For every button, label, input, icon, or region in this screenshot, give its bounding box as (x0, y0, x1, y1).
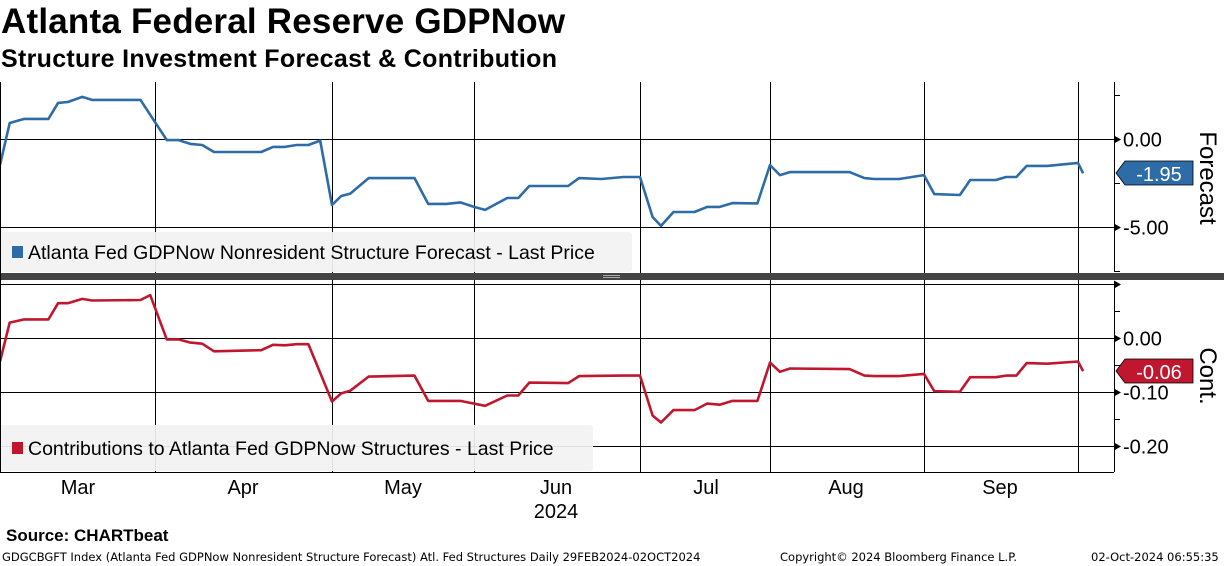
legend-box (0, 232, 632, 272)
legend-box (0, 425, 593, 471)
y-tick-mark (1114, 223, 1121, 232)
last-value-label: -0.06 (1136, 362, 1182, 384)
y-tick-label: -5.00 (1123, 218, 1169, 240)
y-tick-mark (1114, 388, 1121, 397)
y-tick-mark (1114, 135, 1121, 144)
footer-copyright: Copyright© 2024 Bloomberg Finance L.P. (780, 550, 1017, 564)
y-tick-mark (1114, 280, 1121, 289)
x-tick-label: May (384, 477, 422, 499)
x-year-label: 2024 (534, 501, 579, 523)
forecast-line (0, 95, 1085, 228)
contribution-line (0, 293, 1085, 424)
y-axis-title: Forecast (1194, 131, 1221, 225)
legend-label: Atlanta Fed GDPNow Nonresident Structure… (28, 242, 595, 264)
y-axis-title: Cont. (1194, 347, 1221, 404)
y-tick-label: -0.20 (1123, 437, 1169, 459)
legend-swatch (12, 246, 23, 258)
x-tick-label: Aug (828, 477, 864, 499)
source-label: Source: CHARTbeat (6, 526, 169, 545)
last-value-label: -1.95 (1136, 164, 1182, 186)
chart-title: Atlanta Federal Reserve GDPNow (1, 2, 566, 41)
legend-label: Contributions to Atlanta Fed GDPNow Stru… (28, 438, 554, 460)
y-tick-label: -0.10 (1123, 383, 1169, 405)
last-value-tag (1115, 358, 1194, 384)
y-tick-mark (1114, 334, 1121, 343)
legend-swatch (12, 442, 23, 454)
x-tick-label: Jun (540, 477, 572, 499)
y-tick-label: 0.00 (1123, 130, 1162, 152)
x-tick-label: Apr (227, 477, 258, 499)
last-value-tag (1115, 160, 1194, 186)
x-tick-label: Sep (982, 477, 1018, 499)
chart-subtitle: Structure Investment Forecast & Contribu… (1, 45, 558, 73)
panel-separator (0, 273, 1224, 280)
x-tick-label: Mar (61, 477, 96, 499)
footer-description: GDGCBGFT Index (Atlanta Fed GDPNow Nonre… (2, 550, 701, 564)
y-tick-label: 0.00 (1123, 329, 1162, 351)
footer-timestamp: 02-Oct-2024 06:55:35 (1091, 550, 1219, 564)
y-tick-mark (1114, 442, 1121, 451)
x-tick-label: Jul (693, 477, 719, 499)
